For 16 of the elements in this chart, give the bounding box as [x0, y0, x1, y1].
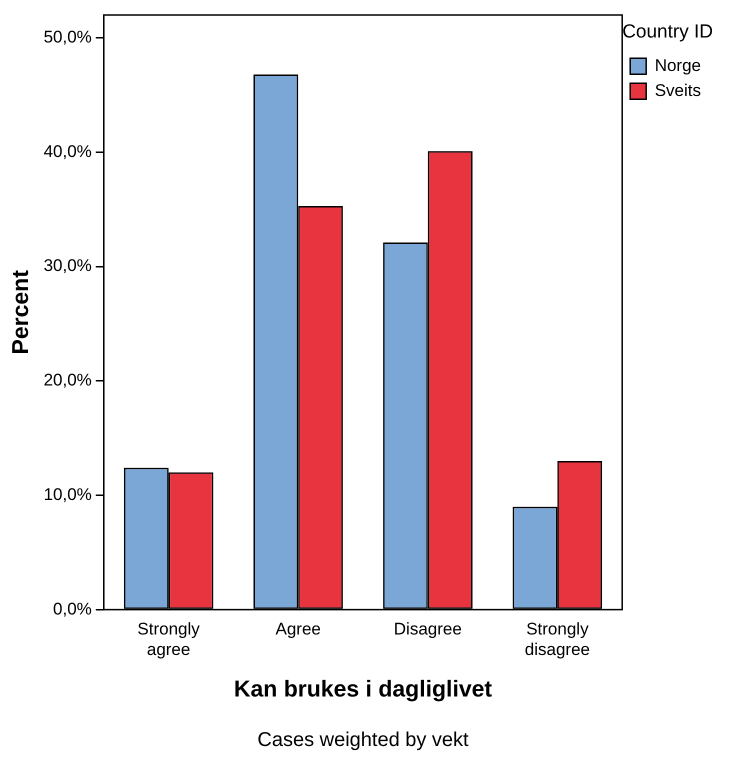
y-tick-label: 40,0%: [44, 142, 92, 161]
legend-title: Country ID: [622, 22, 714, 43]
y-axis-title: Percent: [7, 270, 34, 354]
text: Cases weighted by vekt: [257, 729, 470, 751]
x-tick-label: Agree: [276, 619, 321, 638]
legend-label: Norge: [654, 56, 702, 75]
legend-label: Sveits: [654, 80, 701, 100]
x-axis-title: Kan brukes i dagliglivet: [234, 676, 492, 702]
x-tick-label: Strongly agree: [137, 619, 200, 659]
y-tick-label: 30,0%: [44, 256, 92, 276]
x-tick-label: Strongly disagree: [524, 619, 590, 659]
y-tick-label: 10,0%: [44, 484, 92, 504]
x-tick-label: Disagree: [394, 619, 462, 638]
y-tick-label: 50,0%: [44, 28, 92, 47]
y-tick-label: 20,0%: [44, 370, 92, 390]
y-tick-label: 0,0%: [53, 599, 92, 618]
